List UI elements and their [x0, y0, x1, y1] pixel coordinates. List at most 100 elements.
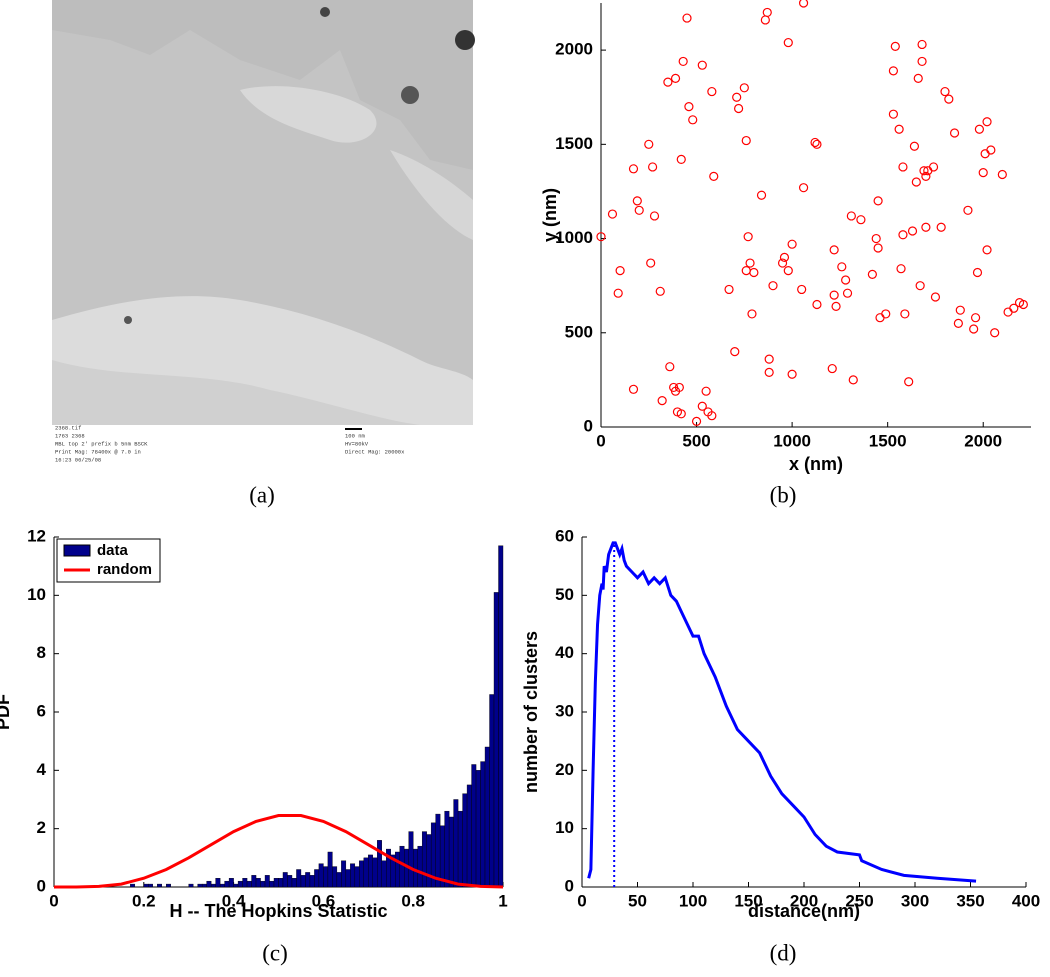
hist-bar [332, 866, 338, 888]
point [741, 135, 751, 146]
point [867, 269, 877, 279]
hist-bar [188, 883, 194, 888]
point [827, 363, 837, 374]
point [644, 139, 654, 149]
y-tick-label: 30 [555, 701, 574, 720]
point [779, 252, 790, 262]
point [709, 171, 719, 181]
point [1003, 307, 1013, 317]
point [596, 232, 606, 242]
hist-bar [399, 845, 405, 888]
hist-bar [368, 854, 373, 888]
y-tick-label: 40 [555, 643, 574, 662]
point [896, 264, 906, 274]
point [990, 328, 1000, 338]
y-tick-label: 10 [27, 585, 46, 604]
point [898, 230, 908, 240]
point [963, 205, 973, 215]
hist-bar [206, 880, 212, 888]
point [982, 245, 992, 255]
point [733, 103, 744, 114]
point [904, 377, 914, 387]
legend-swatch [63, 544, 91, 557]
point [848, 375, 858, 385]
point [747, 309, 757, 319]
point [955, 305, 965, 315]
x-tick-label: 0.8 [401, 891, 425, 910]
point [670, 73, 681, 83]
line [587, 541, 977, 883]
x-tick-label: 100 [679, 891, 707, 910]
point [707, 86, 717, 97]
curve [54, 814, 504, 889]
point [810, 137, 820, 148]
x-tick-label: 50 [628, 891, 647, 910]
hist-bar [210, 883, 216, 888]
point [1018, 299, 1028, 310]
point [982, 117, 992, 127]
point [798, 183, 809, 193]
hist-bar [166, 883, 171, 888]
point [881, 309, 891, 319]
hist-bar [395, 851, 400, 888]
hist-bar [489, 694, 495, 888]
hist-bar [341, 860, 347, 888]
x-tick-label: 400 [1012, 891, 1040, 910]
point [974, 124, 985, 134]
point [688, 115, 698, 125]
y-axis-label: y (nm) [540, 188, 560, 242]
point [764, 354, 774, 364]
y-tick-label: 0 [565, 876, 574, 895]
y-tick-label: 20 [555, 760, 574, 779]
hist-bar [251, 875, 257, 888]
panel-caption: (c) [262, 940, 288, 965]
point [913, 73, 923, 83]
hist-bar [318, 863, 324, 888]
y-tick-label: 4 [37, 760, 47, 779]
y-tick-label: 2 [37, 818, 46, 837]
point [707, 411, 717, 421]
x-tick-label: 1 [498, 891, 507, 910]
point [915, 281, 925, 291]
y-tick-label: 500 [565, 322, 593, 341]
y-tick-label: 60 [555, 526, 574, 545]
y-axis-label: PDF [0, 694, 13, 730]
point [829, 290, 839, 300]
hist-bar [269, 880, 275, 888]
hist-bar [246, 880, 252, 888]
hist-bar [457, 810, 463, 888]
point [646, 258, 656, 268]
hist-bar [354, 866, 360, 888]
hist-bar [435, 813, 441, 888]
hist-bar [287, 875, 293, 888]
point [613, 288, 623, 298]
hist-bar [345, 869, 351, 888]
point [691, 416, 702, 426]
point [919, 166, 929, 176]
x-tick-label: 1000 [773, 431, 811, 450]
y-tick-label: 50 [555, 585, 574, 604]
point [768, 281, 778, 291]
hist-bar [242, 878, 248, 888]
y-tick-label: 2000 [555, 40, 593, 59]
point [665, 362, 675, 372]
point [787, 239, 797, 249]
hist-bar [323, 866, 329, 888]
hist-bar [130, 883, 136, 888]
hist-bar [448, 816, 454, 888]
point [749, 267, 759, 278]
hist-bar [157, 883, 162, 888]
point [783, 37, 793, 48]
point [888, 66, 899, 76]
hist-bar [148, 883, 153, 888]
x-tick-label: 0 [577, 891, 586, 910]
point [647, 162, 658, 172]
image-note: Direct Mag: 20000x [345, 448, 405, 455]
hist-bar [466, 784, 472, 888]
point [787, 369, 797, 379]
hist-bar [314, 869, 320, 888]
hist-bar [498, 545, 504, 888]
point [628, 164, 639, 174]
y-axis-label: number of clusters [521, 631, 541, 793]
